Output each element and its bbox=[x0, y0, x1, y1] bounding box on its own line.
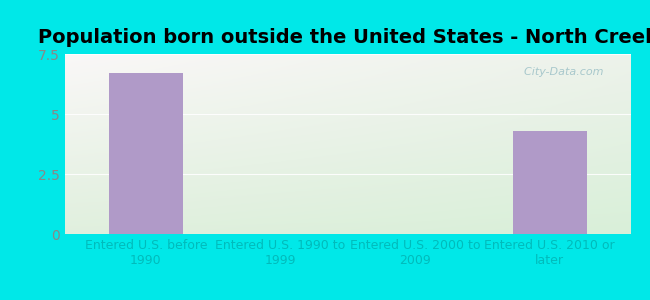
Bar bbox=[513, 131, 587, 234]
Text: City-Data.com: City-Data.com bbox=[517, 67, 604, 76]
Bar bbox=[109, 73, 183, 234]
Title: Population born outside the United States - North Creek: Population born outside the United State… bbox=[38, 28, 650, 47]
